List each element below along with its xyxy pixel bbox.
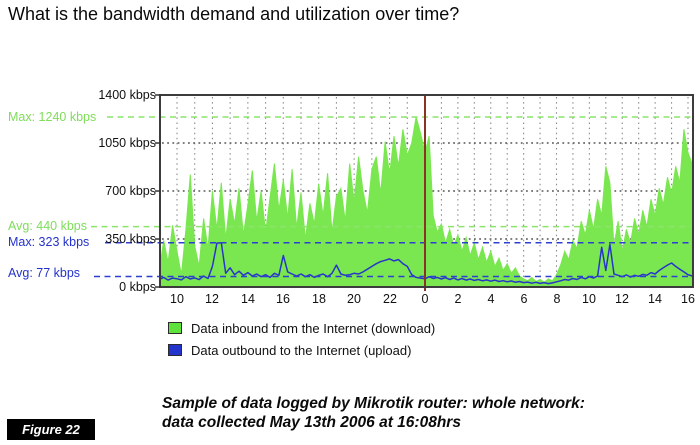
legend-item-upload: Data outbound to the Internet (upload) [168,339,435,361]
chart-caption: Sample of data logged by Mikrotik router… [162,394,585,432]
caption-line-1: Sample of data logged by Mikrotik router… [162,395,585,412]
caption-line-2: data collected May 13th 2006 at 16:08hrs [162,414,461,431]
download-swatch-icon [168,322,182,334]
upload-swatch-icon [168,344,182,356]
legend-item-download: Data inbound from the Internet (download… [168,317,435,339]
figure-badge-label: Figure 22 [22,422,80,437]
figure-badge: Figure 22 [7,419,95,440]
chart-legend: Data inbound from the Internet (download… [168,317,435,361]
legend-label-upload: Data outbound to the Internet (upload) [191,342,412,358]
legend-label-download: Data inbound from the Internet (download… [191,320,436,336]
upload-line-series [161,241,692,285]
page-title: What is the bandwidth demand and utiliza… [8,4,460,24]
download-area-series [161,116,692,287]
